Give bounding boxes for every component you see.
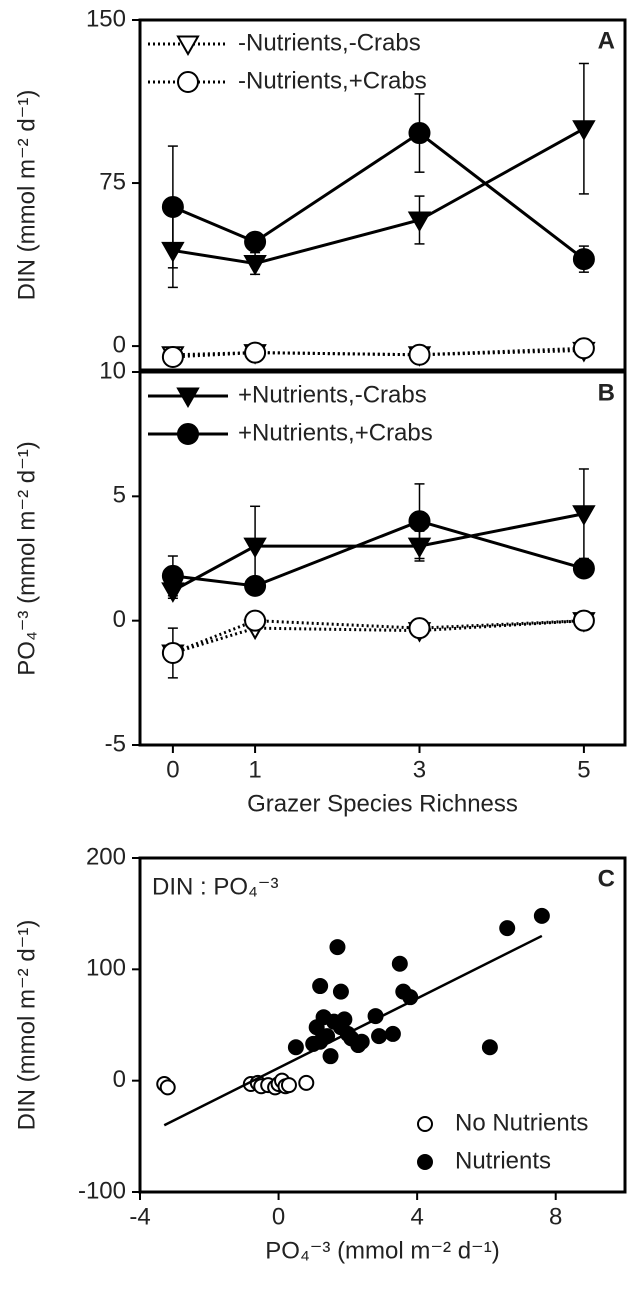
x-tick-label: 3: [413, 756, 426, 783]
plot-frame: [138, 18, 627, 372]
data-point: [407, 211, 432, 233]
legend-label: Nutrients: [455, 1147, 551, 1174]
data-point: [244, 341, 267, 364]
legend-label: +Nutrients,-Crabs: [238, 381, 427, 408]
panel-label: B: [598, 379, 615, 406]
data-point: [572, 609, 595, 632]
y-tick-label: -100: [78, 1177, 126, 1204]
y-tick-label: 0: [113, 606, 126, 633]
series-line: [172, 519, 585, 588]
legend-label: +Nutrients,+Crabs: [238, 419, 433, 446]
data-point: [161, 641, 184, 664]
x-tick-label: 0: [166, 756, 179, 783]
y-tick-label: 200: [86, 843, 126, 870]
y-axis-label: PO₄⁻³ (mmol m⁻² d⁻¹): [13, 441, 40, 675]
series-line: [172, 127, 585, 266]
data-point: [572, 248, 595, 271]
data-point: [161, 195, 184, 218]
x-axis-label: PO₄⁻³ (mmol m⁻² d⁻¹): [265, 1237, 499, 1264]
y-tick-label: 150: [86, 5, 126, 32]
y-tick-label: -5: [105, 730, 126, 757]
x-tick-label: 1: [248, 756, 261, 783]
data-point: [572, 505, 596, 526]
data-point: [243, 537, 267, 559]
data-point: [572, 337, 595, 360]
data-point: [499, 920, 516, 937]
data-point: [161, 564, 184, 587]
legend-marker: [176, 35, 200, 57]
data-point: [280, 1077, 297, 1094]
plot-frame: [138, 370, 627, 747]
data-point: [287, 1039, 304, 1056]
data-point: [244, 609, 267, 632]
legend-label: No Nutrients: [455, 1109, 588, 1136]
data-point: [572, 120, 596, 141]
data-point: [481, 1039, 498, 1056]
panel-label: A: [598, 27, 615, 54]
data-point: [408, 510, 431, 533]
y-axis-label: DIN (mmol m⁻² d⁻¹): [13, 920, 40, 1131]
legend-marker: [417, 1154, 433, 1170]
data-point: [353, 1033, 370, 1050]
series-line: [172, 131, 585, 261]
legend-marker: [177, 423, 199, 445]
y-axis-label: DIN (mmol m⁻² d⁻¹): [13, 90, 40, 301]
data-point: [244, 574, 267, 597]
data-point: [572, 557, 595, 580]
data-point: [408, 617, 431, 640]
data-point: [244, 230, 267, 253]
data-point: [332, 983, 349, 1000]
plot-frame: [138, 856, 627, 1194]
x-tick-label: 8: [549, 1203, 562, 1230]
series-line: [172, 512, 585, 593]
series-line: [172, 619, 584, 655]
y-tick-label: 10: [99, 357, 126, 384]
y-tick-label: 75: [99, 168, 126, 195]
fit-line: [163, 934, 543, 1127]
x-tick-label: 5: [577, 756, 590, 783]
data-point: [161, 345, 184, 368]
legend-marker: [417, 1116, 433, 1132]
data-point: [391, 955, 408, 972]
y-tick-label: 5: [113, 482, 126, 509]
y-tick-label: 100: [86, 955, 126, 982]
data-point: [371, 1028, 388, 1045]
data-point: [336, 1011, 353, 1028]
legend-marker: [177, 71, 199, 93]
data-point: [384, 1025, 401, 1042]
legend-marker: [176, 387, 200, 409]
data-point: [322, 1048, 339, 1065]
x-axis-label: Grazer Species Richness: [247, 790, 518, 817]
x-tick-label: 4: [410, 1203, 423, 1230]
legend-label: -Nutrients,-Crabs: [238, 29, 421, 56]
y-tick-label: 0: [113, 331, 126, 358]
legend-label: -Nutrients,+Crabs: [238, 67, 427, 94]
panel-label: C: [598, 865, 615, 892]
series-line: [172, 346, 584, 359]
data-point: [408, 122, 431, 145]
data-point: [533, 907, 550, 924]
y-tick-label: 0: [113, 1066, 126, 1093]
data-point: [408, 343, 431, 366]
data-point: [298, 1074, 315, 1091]
data-point: [159, 1079, 176, 1096]
x-tick-label: -4: [129, 1203, 150, 1230]
annotation: DIN : PO₄⁻³: [152, 873, 278, 900]
x-tick-label: 0: [272, 1203, 285, 1230]
data-point: [243, 254, 267, 276]
data-point: [312, 978, 329, 995]
data-point: [329, 939, 346, 956]
